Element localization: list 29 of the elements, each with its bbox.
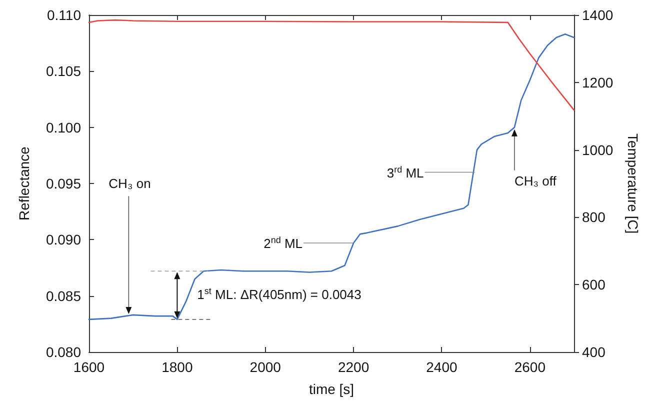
y-tick-label: 0.080: [46, 344, 82, 360]
y2-tick-label: 400: [582, 344, 606, 360]
x-tick-label: 1800: [162, 359, 193, 375]
annotation: 2$^{nd}$ ML: [264, 235, 303, 252]
y-tick-label: 0.100: [46, 119, 82, 136]
y-tick-label: 0.110: [47, 7, 82, 23]
x-tick-label: 1600: [73, 359, 105, 375]
annotation: 3$^{rd}$ ML: [386, 164, 424, 180]
y-tick-label: 0.105: [46, 63, 82, 80]
x-axis-title: time [s]: [308, 381, 354, 397]
annotation: CH₃ on: [108, 176, 151, 192]
y2-tick-label: 1200: [582, 74, 614, 90]
x-tick-label: 2000: [250, 359, 282, 375]
y-tick-label: 0.090: [46, 232, 82, 248]
y2-tick-label: 1000: [582, 142, 614, 158]
x-tick-label: 2400: [426, 359, 458, 375]
x-tick-label: 2600: [514, 359, 546, 375]
y-axis-title: Reflectance: [16, 146, 32, 220]
y-tick-label: 0.095: [46, 176, 82, 192]
annotation: 1$^{st}$ ML: ΔR(405nm) = 0.0043: [197, 286, 362, 302]
line-series: [88, 33, 575, 320]
line-series: [88, 19, 575, 111]
y2-tick-label: 600: [582, 276, 606, 293]
annotation: CH₃ off: [514, 173, 557, 188]
y2-tick-label: 800: [582, 209, 606, 226]
y-tick-label: 0.085: [46, 288, 82, 304]
y2-axis-title: Temperature [C]: [625, 133, 641, 234]
x-tick-label: 2200: [338, 359, 370, 375]
y2-tick-label: 1400: [582, 7, 614, 23]
